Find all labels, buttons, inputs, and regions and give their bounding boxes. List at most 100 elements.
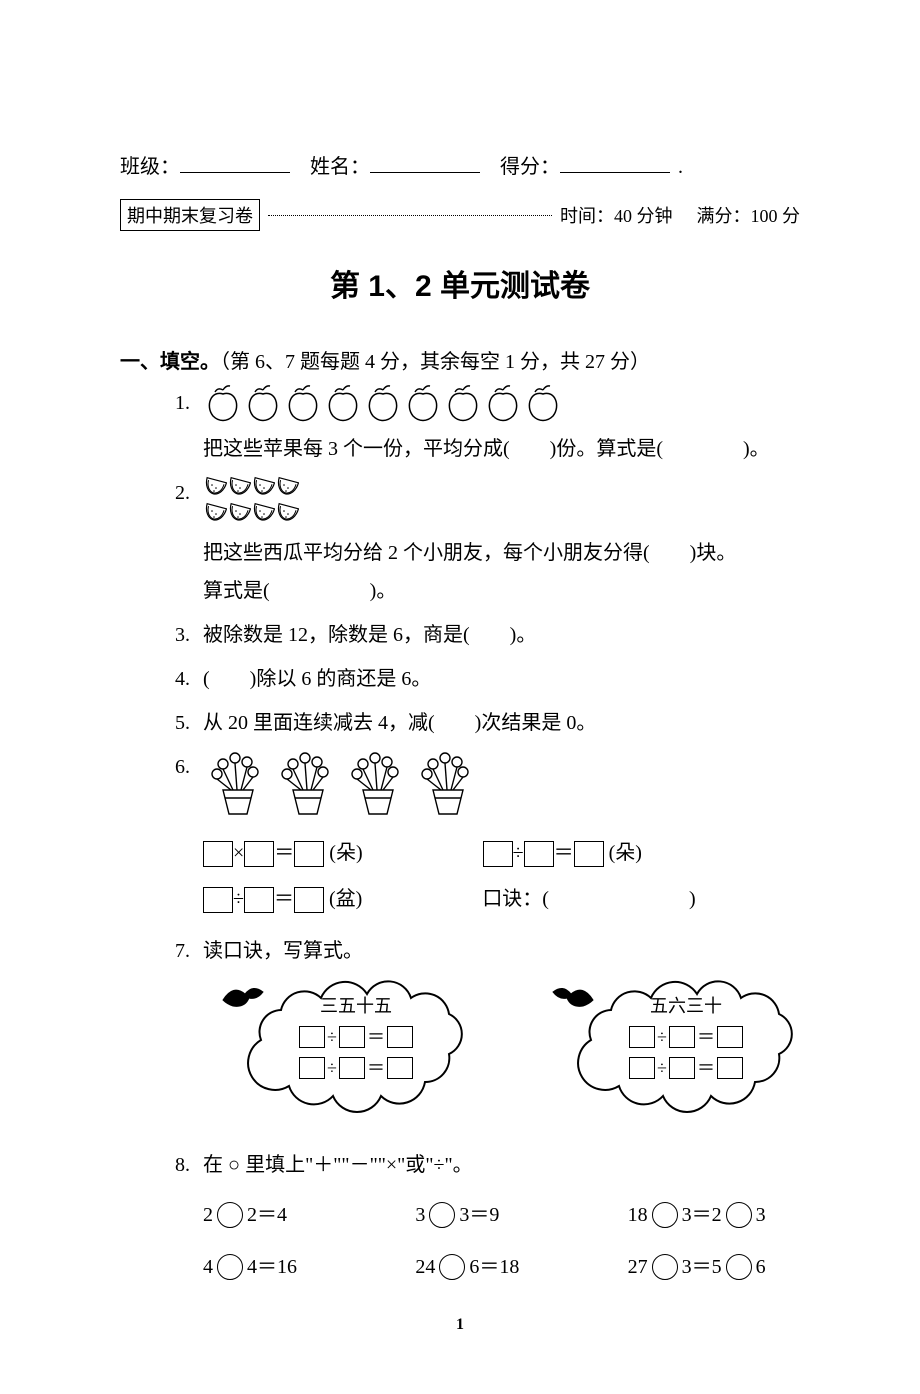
- watermelon-icon: [275, 476, 299, 498]
- blank-box[interactable]: [244, 887, 274, 913]
- page-title: 第 1、2 单元测试卷: [120, 261, 800, 305]
- blank-box[interactable]: [294, 887, 324, 913]
- operator-blank[interactable]: [726, 1254, 752, 1280]
- watermelon-icon: [227, 476, 251, 498]
- operator-blank[interactable]: [429, 1202, 455, 1228]
- blank-box[interactable]: [717, 1057, 743, 1079]
- q8-text: 在 ○ 里填上"＋""－""×"或"÷"。: [203, 1146, 800, 1184]
- q8-cell: 3 3＝9: [415, 1196, 587, 1234]
- apple-icon: [243, 384, 283, 422]
- watermelon-icon: [203, 502, 227, 524]
- q6-num: 6.: [175, 748, 203, 786]
- question-list: 1. 把这些苹果每 3 个一份，平均分成( )份。算式是( )。 2. 把这些西…: [175, 384, 800, 1286]
- q4-text: ( )除以 6 的商还是 6。: [203, 660, 800, 698]
- blank-box[interactable]: [483, 841, 513, 867]
- watermelon-icon: [203, 476, 227, 498]
- flower-pot-icon: [203, 750, 273, 820]
- score-label: 得分：: [500, 150, 560, 179]
- q3-num: 3.: [175, 616, 203, 654]
- q7-clouds: 三五十五 ÷＝ ÷＝ 五六三十: [221, 980, 821, 1120]
- q7-left-label: 三五十五: [221, 992, 491, 1021]
- name-label: 姓名：: [310, 150, 370, 179]
- q5-num: 5.: [175, 704, 203, 742]
- flower-pot-icon: [413, 750, 483, 820]
- q3: 3. 被除数是 12，除数是 6，商是( )。: [175, 616, 800, 654]
- class-blank[interactable]: [180, 152, 290, 173]
- score-blank[interactable]: [560, 152, 670, 173]
- q2-num: 2.: [175, 474, 203, 512]
- blank-box[interactable]: [244, 841, 274, 867]
- q1: 1. 把这些苹果每 3 个一份，平均分成( )份。算式是( )。: [175, 384, 800, 468]
- time-text: 时间：40 分钟: [560, 202, 673, 228]
- q7-cloud-left: 三五十五 ÷＝ ÷＝: [221, 980, 491, 1120]
- name-blank[interactable]: [370, 152, 480, 173]
- q6-eq-1: ×＝ (朵) ÷＝ (朵): [203, 834, 800, 872]
- q2-line1: 把这些西瓜平均分给 2 个小朋友，每个小朋友分得( )块。: [203, 534, 800, 572]
- q1-apples: [203, 384, 800, 426]
- q8-cell: 4 4＝16: [203, 1248, 375, 1286]
- operator-blank[interactable]: [652, 1254, 678, 1280]
- operator-blank[interactable]: [652, 1202, 678, 1228]
- watermelon-icon: [275, 502, 299, 524]
- blank-box[interactable]: [669, 1057, 695, 1079]
- q7-num: 7.: [175, 932, 203, 970]
- section-1-label: 一、填空。: [120, 351, 220, 373]
- operator-blank[interactable]: [217, 1202, 243, 1228]
- blank-box[interactable]: [299, 1057, 325, 1079]
- blank-box[interactable]: [299, 1026, 325, 1048]
- meta-row: 期中期末复习卷 时间：40 分钟 满分：100 分: [120, 199, 800, 231]
- q6-koujue: 口诀：( ): [482, 880, 695, 918]
- full-score-text: 满分：100 分: [697, 202, 801, 228]
- blank-box[interactable]: [387, 1057, 413, 1079]
- q3-text: 被除数是 12，除数是 6，商是( )。: [203, 616, 800, 654]
- apple-icon: [523, 384, 563, 422]
- blank-box[interactable]: [203, 887, 233, 913]
- q7: 7. 读口诀，写算式。 三五十五 ÷＝ ÷＝: [175, 932, 800, 1140]
- operator-blank[interactable]: [217, 1254, 243, 1280]
- q4: 4. ( )除以 6 的商还是 6。: [175, 660, 800, 698]
- watermelon-icon: [227, 502, 251, 524]
- dot-tail: .: [678, 156, 683, 179]
- q1-text: 把这些苹果每 3 个一份，平均分成( )份。算式是( )。: [203, 430, 800, 468]
- q8: 8. 在 ○ 里填上"＋""－""×"或"÷"。 2 2＝43 3＝918 3＝…: [175, 1146, 800, 1286]
- blank-box[interactable]: [524, 841, 554, 867]
- blank-box[interactable]: [339, 1057, 365, 1079]
- flower-pot-icon: [343, 750, 413, 820]
- q2-line2: 算式是( )。: [203, 572, 800, 610]
- blank-box[interactable]: [629, 1026, 655, 1048]
- watermelon-icon: [251, 502, 275, 524]
- q8-cell: 27 3＝5 6: [628, 1248, 800, 1286]
- page-number: 1: [120, 1316, 800, 1334]
- q5-text: 从 20 里面连续减去 4，减( )次结果是 0。: [203, 704, 800, 742]
- class-label: 班级：: [120, 150, 180, 179]
- unit-duo: (朵): [329, 842, 362, 864]
- blank-box[interactable]: [629, 1057, 655, 1079]
- q7-right-label: 五六三十: [551, 992, 821, 1021]
- watermelon-icon: [251, 476, 275, 498]
- blank-box[interactable]: [669, 1026, 695, 1048]
- blank-box[interactable]: [717, 1026, 743, 1048]
- blank-box[interactable]: [387, 1026, 413, 1048]
- q8-num: 8.: [175, 1146, 203, 1184]
- page: 班级： 姓名： 得分： . 期中期末复习卷 时间：40 分钟 满分：100 分 …: [0, 0, 920, 1394]
- blank-box[interactable]: [574, 841, 604, 867]
- unit-duo: (朵): [609, 842, 642, 864]
- apple-icon: [283, 384, 323, 422]
- operator-blank[interactable]: [439, 1254, 465, 1280]
- apple-icon: [323, 384, 363, 422]
- section-1-head: 一、填空。（第 6、7 题每题 4 分，其余每空 1 分，共 27 分）: [120, 345, 800, 374]
- blank-box[interactable]: [294, 841, 324, 867]
- q6: 6. ×＝ (朵) ÷＝ (朵) ÷＝ (盆): [175, 748, 800, 926]
- operator-blank[interactable]: [726, 1202, 752, 1228]
- q4-num: 4.: [175, 660, 203, 698]
- q7-cloud-right: 五六三十 ÷＝ ÷＝: [551, 980, 821, 1120]
- q7-text: 读口诀，写算式。: [203, 932, 821, 970]
- apple-icon: [443, 384, 483, 422]
- blank-box[interactable]: [339, 1026, 365, 1048]
- q8-cell: 2 2＝4: [203, 1196, 375, 1234]
- exam-tag: 期中期末复习卷: [120, 199, 260, 231]
- blank-box[interactable]: [203, 841, 233, 867]
- q6-eq-2: ÷＝ (盆) 口诀：( ): [203, 880, 800, 918]
- q8-grid: 2 2＝43 3＝918 3＝2 34 4＝1624 6＝1827 3＝5 6: [203, 1196, 800, 1286]
- apple-icon: [483, 384, 523, 422]
